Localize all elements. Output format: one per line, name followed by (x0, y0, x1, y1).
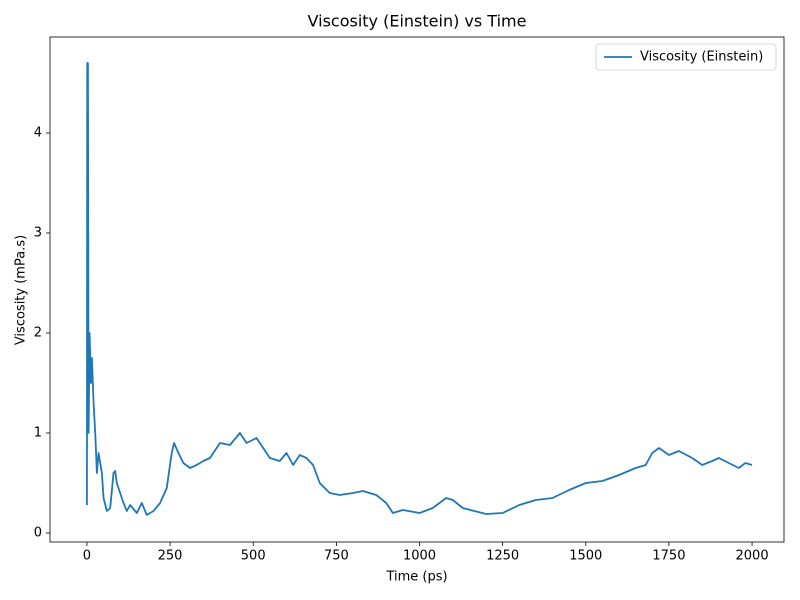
y-tick-label: 4 (34, 126, 42, 141)
x-tick-label: 0 (83, 549, 91, 564)
x-tick-label: 250 (158, 549, 183, 564)
x-axis-label: Time (ps) (385, 570, 447, 585)
x-tick-label: 1750 (652, 549, 685, 564)
y-tick-label: 2 (34, 326, 42, 341)
x-tick-label: 2000 (736, 549, 769, 564)
y-tick-label: 0 (34, 526, 42, 541)
legend-label: Viscosity (Einstein) (640, 50, 763, 65)
chart-title: Viscosity (Einstein) vs Time (308, 12, 527, 31)
plot-frame (49, 36, 785, 543)
y-tick-label: 1 (34, 426, 42, 441)
y-tick-label: 3 (34, 226, 42, 241)
x-tick-label: 1500 (569, 549, 602, 564)
series-line (86, 62, 753, 516)
x-tick-label: 500 (241, 549, 266, 564)
y-axis-label: Viscosity (mPa.s) (14, 235, 29, 345)
legend-box (595, 43, 777, 71)
x-tick-label: 750 (324, 549, 349, 564)
x-tick-label: 1000 (403, 549, 436, 564)
x-tick-label: 1250 (486, 549, 519, 564)
